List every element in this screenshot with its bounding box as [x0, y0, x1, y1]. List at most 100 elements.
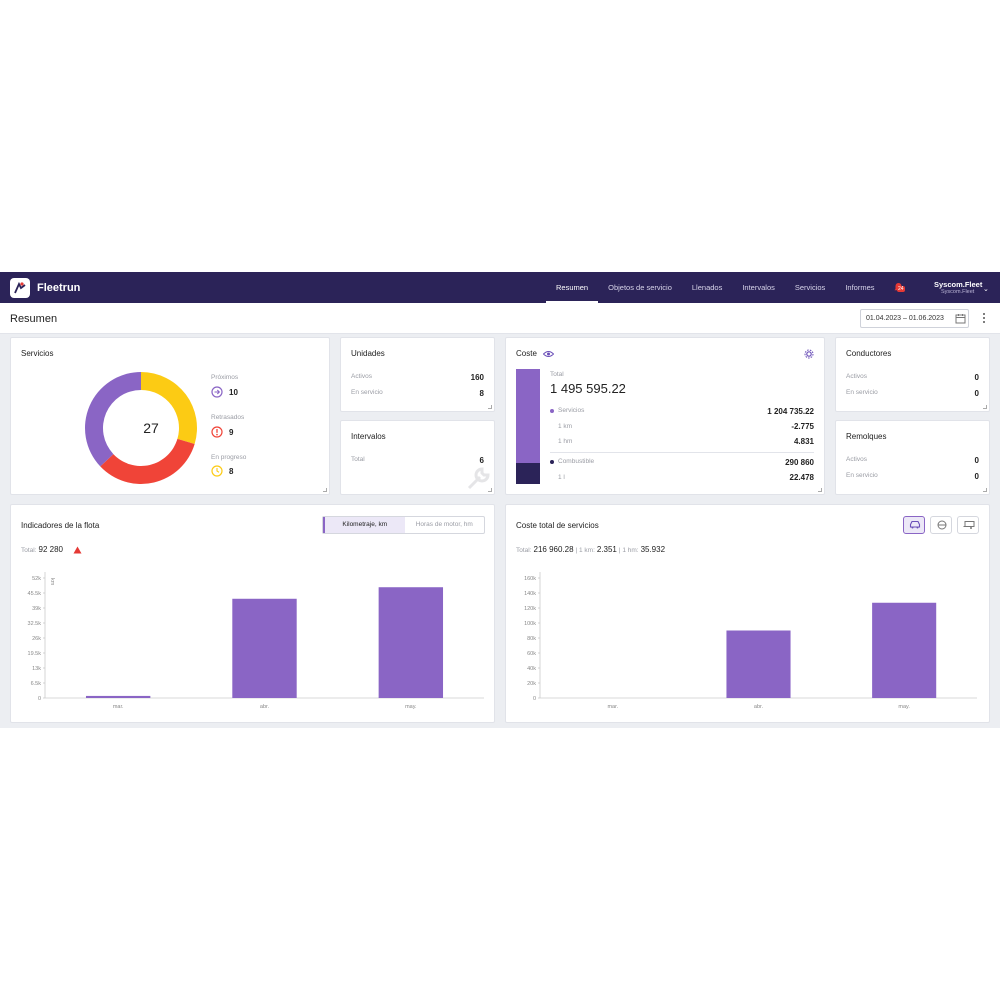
y-tick-label: 0: [38, 696, 41, 702]
row-value: 160: [470, 373, 484, 382]
summary-total-value: 216 960.28: [533, 545, 574, 554]
coste-hm-label: 1 hm: [558, 438, 573, 445]
row-label: Activos: [846, 373, 867, 380]
fleetrun-logo-icon: [14, 281, 26, 294]
app-name: Fleetrun: [37, 282, 81, 294]
coste-km-value: -2.775: [791, 422, 814, 431]
eye-icon[interactable]: [543, 350, 554, 358]
coste-servicios-label: Servicios: [558, 407, 585, 414]
app-root: Fleetrun Resumen Objetos de servicio Lle…: [0, 272, 1000, 728]
x-tick-label: mar.: [607, 704, 618, 710]
car-icon: [909, 520, 921, 529]
servicios-card: Servicios 27 Próximos 10 Retrasados 9 En…: [10, 337, 330, 495]
bar-may[interactable]: [872, 602, 937, 698]
coste-combustible-value: 290 860: [785, 458, 814, 467]
arrow-right-circle-icon: [211, 386, 223, 398]
resize-handle[interactable]: [488, 405, 492, 409]
bar-may[interactable]: [378, 587, 444, 698]
resize-handle[interactable]: [818, 488, 822, 492]
intervalos-title: Intervalos: [351, 432, 386, 441]
y-tick-label: 100k: [524, 621, 536, 627]
nav-objetos-de-servicio[interactable]: Objetos de servicio: [608, 283, 672, 292]
legend-proximos-value: 10: [229, 388, 238, 397]
bar-abr[interactable]: [726, 630, 791, 699]
coste-card: Coste Total 1 495 595.22 Servicios 1 204…: [505, 337, 825, 495]
y-tick-label: 45.5k: [28, 591, 42, 597]
warning-triangle-icon[interactable]: [73, 546, 82, 554]
row-label: Activos: [846, 456, 867, 463]
user-name[interactable]: Syscom.Fleet: [934, 280, 983, 289]
nav-informes[interactable]: Informes: [845, 283, 875, 292]
coste-total-label: Total: [550, 371, 564, 378]
user-account: Syscom.Fleet: [941, 289, 975, 295]
y-tick-label: 32.5k: [28, 621, 42, 627]
clock-icon: [211, 465, 223, 477]
donut-segment-en-progreso[interactable]: [141, 372, 198, 445]
y-tick-label: 20k: [527, 681, 536, 687]
x-tick-label: may.: [405, 704, 417, 710]
x-tick-label: abr.: [260, 704, 270, 710]
x-tick-label: mar.: [113, 704, 124, 710]
y-tick-label: 13k: [32, 666, 41, 672]
nav-intervalos[interactable]: Intervalos: [742, 283, 775, 292]
notification-badge: 24: [897, 286, 905, 292]
indicadores-title: Indicadores de la flota: [21, 521, 100, 530]
row-value: 0: [974, 456, 979, 465]
page-title: Resumen: [10, 313, 58, 325]
gear-icon[interactable]: [804, 349, 814, 359]
more-options-icon[interactable]: [979, 313, 989, 325]
resize-handle[interactable]: [983, 405, 987, 409]
coste-total-value: 1 495 595.22: [550, 381, 626, 396]
chevron-down-icon[interactable]: ⌄: [983, 286, 989, 293]
y-tick-label: 52k: [32, 576, 41, 582]
unidades-card: Unidades Activos 160 En servicio 8: [340, 337, 495, 412]
total-label: Total:: [21, 547, 37, 554]
row-label: En servicio: [351, 389, 383, 396]
servicios-title: Servicios: [21, 349, 54, 358]
nav-llenados[interactable]: Llenados: [691, 283, 723, 292]
top-navbar: Fleetrun Resumen Objetos de servicio Lle…: [0, 272, 1000, 303]
wrench-watermark-icon: [467, 467, 490, 490]
nav-servicios[interactable]: Servicios: [794, 283, 826, 292]
y-tick-label: 0: [533, 696, 536, 702]
bar-abr[interactable]: [232, 598, 297, 698]
date-range-text: 01.04.2023 – 01.06.2023: [866, 315, 944, 322]
row-label: Total: [351, 456, 365, 463]
calendar-icon[interactable]: [955, 313, 966, 324]
trailer-filter-button[interactable]: [957, 516, 979, 534]
total-service-cost-chart: 0 20k 40k 60k 80k 100k 120k 140k 160k mar. abr. may…: [524, 572, 977, 710]
summary-km-value: 2.351: [596, 545, 617, 554]
resize-handle[interactable]: [983, 488, 987, 492]
app-logo[interactable]: [10, 278, 30, 298]
summary-hm-label: 1 hm:: [622, 547, 639, 554]
y-tick-label: 140k: [524, 591, 536, 597]
coste-combustible-label: Combustible: [558, 458, 595, 465]
cost-bar-combustible: [516, 463, 540, 484]
resize-handle[interactable]: [488, 488, 492, 492]
coste-litro-value: 22.478: [789, 473, 814, 482]
indicadores-total: Total: 92 280: [21, 545, 63, 554]
row-value: 8: [479, 389, 484, 398]
resize-handle[interactable]: [323, 488, 327, 492]
indicadores-tabs: Kilometraje, km Horas de motor, hm: [322, 516, 485, 534]
remolques-title: Remolques: [846, 432, 887, 441]
date-range-picker[interactable]: 01.04.2023 – 01.06.2023: [860, 309, 969, 328]
bar-mar[interactable]: [85, 695, 151, 698]
servicios-total: 27: [143, 420, 159, 436]
driver-filter-button[interactable]: [930, 516, 952, 534]
coste-servicios-value: 1 204 735.22: [767, 407, 814, 416]
page-header: Resumen 01.04.2023 – 01.06.2023: [0, 303, 1000, 334]
coste-litro-label: 1 l: [558, 474, 565, 481]
nav-resumen[interactable]: Resumen: [546, 272, 599, 303]
tab-kilometraje[interactable]: Kilometraje, km: [323, 517, 405, 533]
row-label: En servicio: [846, 389, 878, 396]
cost-bar-servicios: [516, 369, 540, 463]
vehicle-filter-button[interactable]: [903, 516, 925, 534]
y-tick-label: 160k: [524, 576, 536, 582]
total-value: 92 280: [38, 545, 63, 554]
summary-total-label: Total:: [516, 547, 532, 554]
donut-segment-proximos[interactable]: [85, 372, 141, 467]
donut-segment-retrasados[interactable]: [100, 438, 195, 484]
tab-horas-de-motor[interactable]: Horas de motor, hm: [415, 521, 473, 528]
row-value: 0: [974, 472, 979, 481]
